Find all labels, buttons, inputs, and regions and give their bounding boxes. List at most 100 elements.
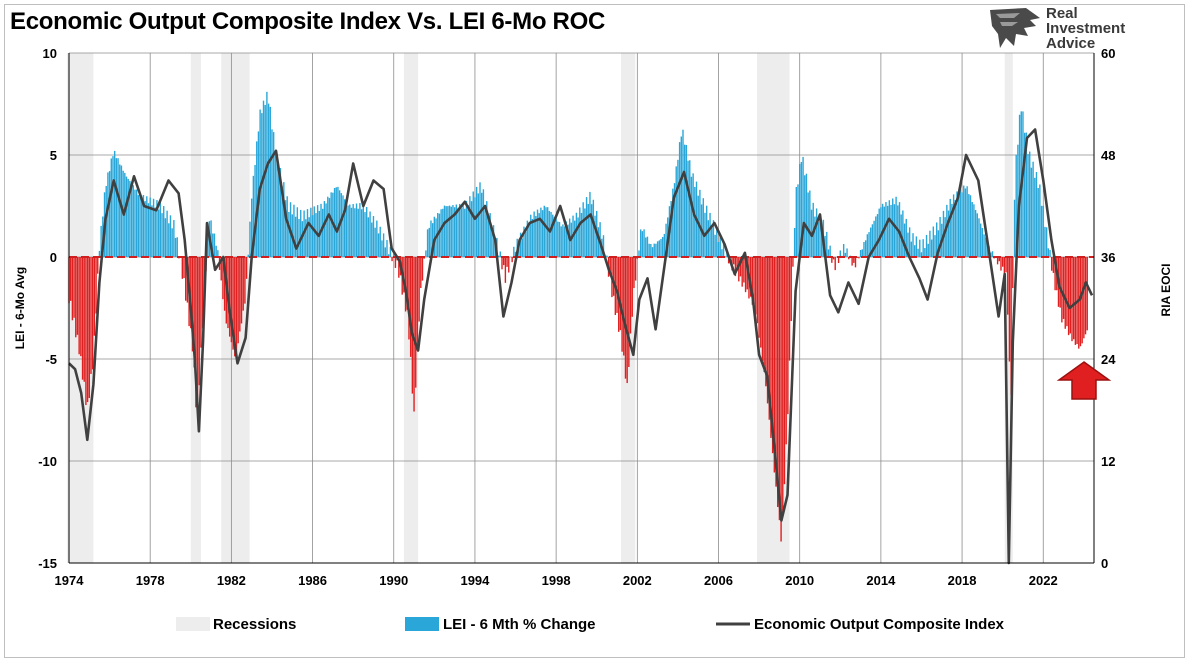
lei-bar-407	[756, 257, 759, 324]
lei-bar-98	[234, 257, 236, 357]
lei-bar-82	[206, 234, 209, 257]
lei-bar-569	[1030, 167, 1033, 257]
lei-bar-360	[677, 159, 679, 257]
lei-bar-29	[117, 158, 119, 257]
lei-bar-535	[973, 204, 975, 257]
lei-bar-125	[279, 168, 282, 257]
lei-bar-15	[93, 257, 96, 336]
lei-bar-233	[462, 203, 464, 257]
lei-bar-542	[985, 237, 987, 257]
lei-bar-41	[137, 195, 140, 257]
x-tick-label-11: 2018	[948, 573, 977, 588]
lei-bar-285	[550, 211, 552, 257]
lei-bar-532	[968, 194, 970, 257]
y-left-tick-label-1: 5	[50, 148, 57, 163]
lei-bar-186	[382, 233, 385, 257]
lei-bar-500	[914, 245, 916, 257]
x-tick-label-6: 1998	[542, 573, 571, 588]
lei-bar-228	[453, 207, 456, 257]
lei-bar-494	[903, 223, 906, 257]
lei-bar-259	[506, 257, 508, 267]
lei-bar-250	[491, 229, 493, 257]
lei-bar-130	[288, 211, 290, 257]
lei-bar-171	[357, 208, 359, 257]
lei-bar-75	[195, 257, 197, 408]
lei-bar-476	[873, 220, 875, 257]
lei-bar-86	[213, 233, 216, 257]
lei-bar-279	[540, 207, 542, 257]
lei-bar-235	[465, 200, 468, 257]
lei-bar-363	[682, 129, 684, 257]
lei-bar-87	[215, 245, 217, 257]
lei-bar-257	[502, 257, 505, 266]
lei-bar-74	[193, 257, 195, 368]
lei-bar-144	[311, 215, 314, 257]
x-tick-label-4: 1990	[379, 573, 408, 588]
lei-bar-524	[954, 200, 957, 257]
lei-bar-373	[699, 189, 701, 257]
lei-bar-418	[775, 257, 777, 487]
lei-bar-543	[986, 245, 989, 257]
lei-bar-207	[418, 257, 420, 322]
lei-bar-434	[802, 156, 804, 257]
lei-bar-435	[804, 175, 806, 257]
lei-bar-456	[839, 250, 841, 257]
lei-bar-367	[689, 160, 691, 257]
lei-bar-556	[1008, 257, 1011, 362]
lei-bar-414	[768, 257, 770, 420]
lei-bar-586	[1059, 257, 1061, 308]
lei-bar-512	[934, 235, 936, 257]
lei-bar-58	[166, 210, 168, 257]
lei-bar-412	[765, 257, 767, 387]
lei-bar-48	[149, 197, 151, 257]
lei-bar-571	[1034, 177, 1036, 257]
lei-bar-528	[961, 192, 963, 257]
lei-bar-226	[450, 206, 452, 257]
lei-bar-506	[924, 248, 926, 257]
lei-bar-255	[499, 251, 502, 257]
lei-bar-304	[582, 202, 584, 257]
lei-bar-310	[592, 199, 595, 257]
lei-bar-128	[284, 200, 287, 257]
lei-bar-405	[753, 257, 755, 305]
lei-bar-415	[770, 257, 772, 438]
lei-bar-330	[626, 257, 628, 384]
lei-bar-589	[1064, 257, 1066, 329]
lei-bar-2	[71, 257, 74, 321]
lei-bar-245	[482, 189, 485, 257]
lei-bar-409	[760, 257, 762, 348]
lei-bar-580	[1049, 249, 1051, 257]
y-right-tick-label-2: 36	[1101, 250, 1115, 265]
lei-bar-383	[716, 227, 718, 257]
legend: Recessions LEI - 6 Mth % Change Economic…	[176, 616, 1005, 633]
lei-bar-320	[609, 257, 611, 277]
lei-bar-350	[660, 239, 662, 257]
lei-bar-275	[533, 211, 535, 257]
lei-bar-328	[623, 257, 625, 356]
lei-bar-413	[766, 257, 769, 404]
x-tick-label-7: 2002	[623, 573, 652, 588]
lei-bar-221	[442, 208, 444, 257]
lei-bar-576	[1042, 205, 1044, 257]
brand-logo	[986, 4, 1146, 54]
lei-bar-365	[685, 144, 688, 257]
lei-bar-127	[283, 182, 285, 257]
lei-bar-142	[308, 217, 310, 257]
lei-bar-449	[827, 249, 830, 257]
lei-bar-349	[658, 240, 661, 257]
y-right-tick-label-1: 48	[1101, 148, 1115, 163]
lei-bar-190	[389, 246, 392, 257]
lei-bar-62	[173, 220, 175, 257]
lei-bar-202	[409, 257, 412, 357]
lei-bar-178	[369, 211, 371, 257]
lei-bar-276	[535, 216, 537, 257]
lei-bar-559	[1013, 199, 1016, 257]
lei-bar-34	[125, 176, 128, 257]
lei-bar-475	[871, 224, 874, 257]
lei-bar-124	[278, 171, 280, 257]
lei-bar-254	[497, 255, 500, 257]
lei-bar-35	[127, 178, 129, 257]
lei-bar-534	[971, 202, 973, 257]
lei-bar-486	[890, 205, 892, 257]
x-tick-label-12: 2022	[1029, 573, 1058, 588]
